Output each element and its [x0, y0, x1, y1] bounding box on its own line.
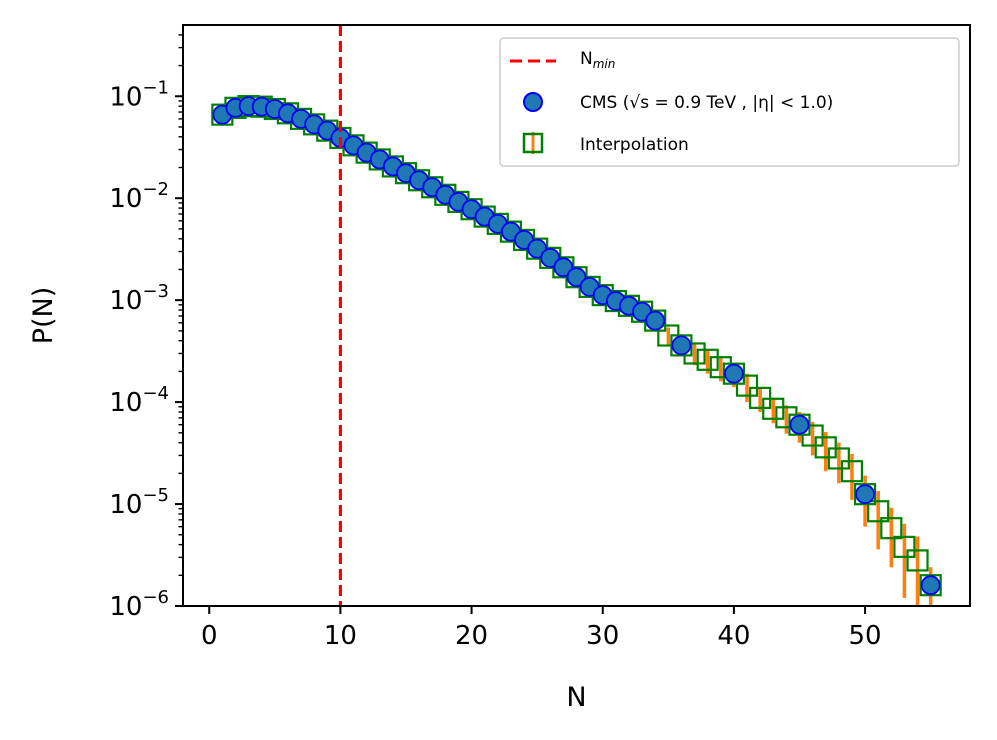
y-axis-label: P(N)	[28, 287, 59, 345]
interp-point	[880, 517, 903, 540]
legend-interp-marker	[522, 132, 544, 154]
interp-point	[735, 374, 759, 397]
interp-point	[814, 436, 837, 459]
y-tick-label: 10−3	[109, 281, 169, 316]
y-tick-label: 10−5	[109, 485, 169, 520]
x-tick-label: 10	[324, 621, 357, 651]
y-tick-label: 10−1	[109, 77, 169, 112]
cms-point	[553, 257, 574, 278]
interp-point	[696, 348, 719, 371]
interp-point	[893, 535, 916, 558]
interp-point	[867, 500, 890, 523]
interp-point	[906, 549, 929, 572]
interp-point	[762, 397, 785, 420]
legend-cms-marker	[523, 92, 543, 112]
legend: Nmin CMS (√s = 0.9 TeV , |η| < 1.0) Inte…	[499, 37, 960, 167]
x-axis: 0 10 20 30 40 50	[201, 606, 882, 651]
interp-point	[919, 574, 942, 597]
cms-point	[671, 335, 692, 356]
interp-point	[827, 447, 850, 470]
interp-point	[722, 362, 746, 385]
x-tick-label: 50	[849, 621, 882, 651]
cms-point	[855, 484, 875, 505]
cms-point	[540, 247, 561, 268]
cms-point	[789, 414, 810, 435]
legend-interp-label: Interpolation	[580, 135, 689, 155]
cms-point	[645, 310, 666, 331]
interp-point	[853, 483, 877, 506]
x-tick-label: 40	[717, 621, 750, 651]
cms-point	[566, 267, 587, 288]
legend-box	[499, 37, 960, 167]
cms-series	[212, 96, 941, 596]
x-tick-label: 20	[455, 621, 488, 651]
x-tick-label: 30	[586, 621, 619, 651]
y-tick-label: 10−2	[109, 179, 169, 214]
interp-point	[840, 460, 864, 483]
legend-nmin-label: Nmin	[580, 49, 615, 71]
y-axis: 10−6 10−5 10−4 10−3 10−2 10−1	[109, 34, 183, 622]
interp-point	[801, 424, 824, 447]
x-axis-label: N	[566, 682, 586, 713]
x-tick-label: 0	[201, 621, 218, 651]
legend-cms-label: CMS (√s = 0.9 TeV , |η| < 1.0)	[580, 93, 833, 113]
cms-point	[920, 575, 941, 596]
y-tick-label: 10−6	[109, 587, 169, 622]
cms-point	[724, 363, 744, 384]
interp-point	[670, 334, 693, 357]
y-tick-label: 10−4	[109, 383, 169, 418]
